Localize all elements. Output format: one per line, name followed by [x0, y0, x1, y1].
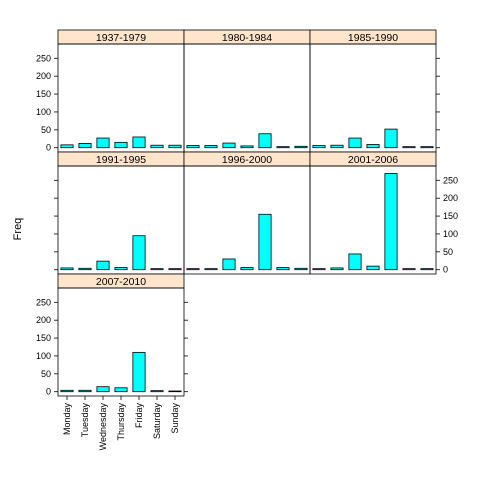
y-tick-label: 100 [36, 351, 51, 361]
bar-2007-2010-Sunday [168, 390, 182, 393]
bar-1980-1984-Tuesday [204, 145, 218, 149]
x-tick-label: Wednesday [98, 403, 108, 451]
bar-1991-1995-Tuesday [78, 267, 92, 271]
panel-frame [57, 43, 185, 153]
bar-1937-1979-Wednesday [96, 137, 110, 149]
bar-1991-1995-Sunday [168, 268, 182, 271]
bar-1991-1995-Saturday [150, 268, 164, 271]
bar-1985-1990-Friday [384, 128, 398, 149]
bar-1991-1995-Wednesday [96, 260, 110, 271]
bar-1985-1990-Saturday [402, 146, 416, 149]
y-tick-label: 250 [36, 297, 51, 307]
x-tick-label: Saturday [152, 403, 162, 440]
x-tick-label: Tuesday [80, 403, 90, 438]
bar-1985-1990-Sunday [420, 146, 434, 149]
x-tick-label: Thursday [116, 403, 126, 441]
panel-frame [183, 165, 311, 275]
y-tick-label: 50 [41, 125, 51, 135]
y-tick-label: 200 [443, 193, 458, 203]
bar-1980-1984-Monday [186, 145, 200, 149]
y-tick-label: 250 [443, 175, 458, 185]
y-tick-label: 250 [36, 53, 51, 63]
panel-frame [57, 287, 185, 397]
panel-frame [309, 43, 437, 153]
x-tick-label: Monday [62, 403, 72, 436]
bar-2007-2010-Wednesday [96, 386, 110, 393]
bar-1980-1984-Sunday [294, 145, 308, 149]
y-tick-label: 50 [443, 247, 453, 257]
bar-2007-2010-Thursday [114, 387, 128, 393]
bar-1980-1984-Thursday [240, 145, 254, 149]
bar-2001-2006-Wednesday [348, 253, 362, 271]
y-tick-label: 100 [36, 107, 51, 117]
bar-1991-1995-Thursday [114, 267, 128, 271]
bar-1937-1979-Saturday [150, 144, 164, 149]
bar-1996-2000-Saturday [276, 267, 290, 271]
bar-1937-1979-Friday [132, 136, 146, 149]
strip-label: 1991-1995 [96, 154, 146, 166]
bar-1996-2000-Thursday [240, 267, 254, 271]
bar-2001-2006-Monday [312, 268, 326, 271]
bar-2001-2006-Thursday [366, 265, 380, 271]
bar-1937-1979-Tuesday [78, 143, 92, 149]
bar-1985-1990-Thursday [366, 144, 380, 149]
bar-1996-2000-Wednesday [222, 258, 236, 271]
y-tick-label: 0 [443, 265, 448, 275]
panel-frame [309, 165, 437, 275]
bar-1937-1979-Monday [60, 144, 74, 149]
bar-1985-1990-Wednesday [348, 137, 362, 149]
bar-1991-1995-Friday [132, 235, 146, 271]
y-tick-label: 0 [46, 387, 51, 397]
bar-1996-2000-Friday [258, 213, 272, 271]
bar-1985-1990-Monday [312, 145, 326, 149]
bar-1980-1984-Wednesday [222, 142, 236, 149]
panel-frame [183, 43, 311, 153]
bar-2007-2010-Monday [60, 389, 74, 393]
y-tick-label: 150 [443, 211, 458, 221]
bar-1980-1984-Friday [258, 133, 272, 149]
bar-1996-2000-Sunday [294, 267, 308, 271]
bar-1937-1979-Sunday [168, 144, 182, 149]
bar-1980-1984-Saturday [276, 146, 290, 149]
x-tick-label: Friday [134, 403, 144, 429]
bar-2007-2010-Tuesday [78, 389, 92, 393]
strip-label: 1937-1979 [96, 32, 146, 44]
bar-1985-1990-Tuesday [330, 144, 344, 149]
y-tick-label: 200 [36, 71, 51, 81]
y-axis-title: Freq [12, 218, 24, 241]
y-tick-label: 150 [36, 333, 51, 343]
strip-label: 1985-1990 [348, 32, 398, 44]
bar-1991-1995-Monday [60, 267, 74, 271]
bar-2001-2006-Friday [384, 173, 398, 271]
strip-label: 1996-2000 [222, 154, 272, 166]
y-tick-label: 150 [36, 89, 51, 99]
strip-label: 1980-1984 [222, 32, 272, 44]
y-tick-label: 200 [36, 315, 51, 325]
x-tick-label: Sunday [170, 403, 180, 434]
bar-2007-2010-Friday [132, 351, 146, 393]
y-tick-label: 50 [41, 369, 51, 379]
bar-1996-2000-Monday [186, 268, 200, 271]
y-tick-label: 0 [46, 143, 51, 153]
panel-frame [57, 165, 185, 275]
bar-2007-2010-Saturday [150, 390, 164, 393]
strip-label: 2007-2010 [96, 276, 146, 288]
y-tick-label: 100 [443, 229, 458, 239]
bar-1996-2000-Tuesday [204, 268, 218, 271]
bar-2001-2006-Saturday [402, 268, 416, 271]
bar-1937-1979-Thursday [114, 141, 128, 149]
strip-label: 2001-2006 [348, 154, 398, 166]
bar-2001-2006-Tuesday [330, 267, 344, 271]
bar-2001-2006-Sunday [420, 268, 434, 271]
